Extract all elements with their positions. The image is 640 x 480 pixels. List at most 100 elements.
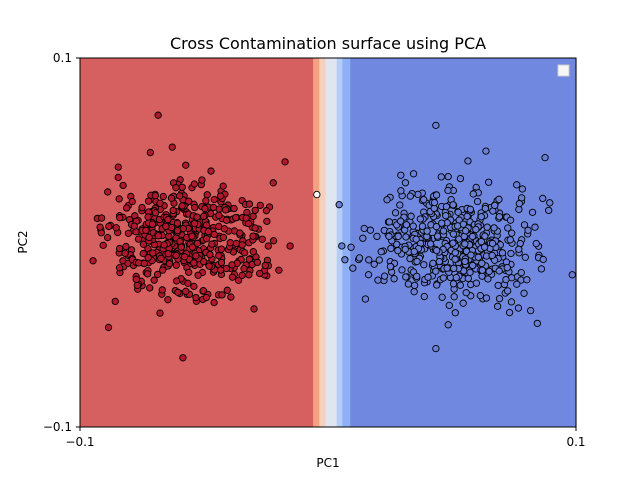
scatter-point-series-1 [490,224,498,232]
scatter-point-series-0 [199,287,207,295]
scatter-point-series-0 [191,203,199,212]
scatter-point-series-0 [198,176,206,184]
scatter-point-series-0 [185,268,193,276]
scatter-point-series-1 [459,299,467,307]
scatter-point-series-0 [201,204,209,213]
scatter-point-series-1 [539,255,547,264]
scatter-point-series-0 [250,305,258,313]
scatter-point-series-1 [452,273,460,282]
scatter-point-series-0 [144,254,152,262]
scatter-point-series-1 [385,232,393,240]
scatter-point-series-1 [493,302,502,310]
scatter-point-series-1 [374,276,382,284]
scatter-point-series-1 [472,279,481,287]
scatter-point-series-0 [146,284,154,292]
chart-title: Cross Contamination surface using PCA [170,34,486,53]
scatter-point-series-0 [240,264,248,273]
scatter-point-series-0 [232,213,240,222]
scatter-point-series-1 [477,238,485,246]
scatter-point-series-0 [286,242,294,250]
scatter-point-series-0 [128,197,136,206]
scatter-point-series-1 [485,178,493,186]
scatter-point-series-1 [410,281,419,290]
scatter-point-series-0 [146,148,155,157]
scatter-point-series-1 [483,223,491,231]
scatter-point-series-1 [397,187,405,195]
scatter-point-series-1 [444,321,452,329]
scatter-point-series-1 [478,272,486,280]
scatter-point-series-0 [134,235,143,243]
scatter-point-series-1 [498,249,507,257]
scatter-point-series-1 [480,243,489,251]
scatter-point-series-1 [531,223,539,231]
scatter-point-series-0 [215,222,223,231]
scatter-point-series-0 [144,213,152,221]
scatter-point-series-0 [217,258,226,267]
scatter-point-series-0 [217,245,226,253]
scatter-point-series-0 [234,276,243,284]
scatter-point-series-0 [176,192,184,200]
scatter-point-series-1 [438,219,446,227]
scatter-point-series-1 [432,191,441,199]
scatter-point-series-0 [232,239,241,248]
scatter-point-series-0 [178,183,186,191]
scatter-point-series-1 [413,257,421,266]
scatter-point-series-0 [192,293,200,302]
scatter-point-series-0 [132,275,141,283]
scatter-point-series-1 [466,268,474,276]
scatter-point-series-0 [182,161,190,169]
scatter-point-series-1 [444,186,452,195]
surface-band-1 [313,58,320,427]
scatter-point-outlier-4 [432,121,440,129]
scatter-point-series-1 [420,196,428,204]
scatter-point-series-0 [172,261,180,269]
scatter-point-series-1 [364,271,373,279]
scatter-point-series-0 [184,279,192,287]
scatter-point-series-1 [481,232,489,240]
scatter-point-series-1 [396,201,404,209]
scatter-point-series-0 [193,239,202,247]
scatter-point-series-0 [140,259,148,268]
scatter-point-series-0 [215,252,223,260]
scatter-point-series-0 [111,297,119,306]
scatter-point-series-0 [158,266,167,274]
scatter-point-outlier-1 [335,201,343,209]
scatter-point-series-1 [454,208,462,216]
scatter-point-series-1 [484,275,492,283]
scatter-point-series-0 [209,203,218,212]
scatter-point-series-0 [116,214,124,222]
x-tick-label: 0.1 [566,435,585,449]
scatter-point-series-1 [365,256,373,264]
scatter-point-series-1 [482,147,490,155]
scatter-point-series-1 [495,295,504,303]
scatter-point-series-0 [149,249,157,257]
scatter-point-series-0 [238,241,246,249]
scatter-point-series-0 [104,188,112,196]
scatter-point-series-0 [160,241,168,249]
scatter-point-series-1 [386,262,395,271]
scatter-point-series-1 [409,170,418,178]
scatter-point-series-1 [402,273,410,281]
scatter-point-series-1 [433,281,441,289]
scatter-point-series-1 [423,227,431,235]
scatter-point-series-1 [432,267,440,275]
scatter-point-series-0 [210,195,218,204]
scatter-point-series-1 [462,289,470,297]
scatter-point-series-1 [461,240,469,248]
scatter-point-series-1 [506,216,515,224]
scatter-point-series-0 [230,204,238,213]
scatter-point-series-1 [377,248,385,256]
scatter-point-outlier-5 [179,354,187,362]
scatter-point-series-0 [103,233,112,242]
scatter-point-series-1 [502,275,510,284]
y-axis: 0.1 −0.1 PC2 [16,51,80,434]
scatter-point-series-0 [269,237,278,245]
scatter-point-series-1 [435,257,444,266]
scatter-point-series-0 [150,276,158,284]
scatter-point-series-1 [385,218,394,226]
scatter-point-series-0 [190,282,198,290]
scatter-point-series-1 [338,242,346,250]
scatter-point-series-1 [533,319,541,328]
scatter-point-series-0 [190,180,198,188]
scatter-point-series-1 [518,185,527,193]
